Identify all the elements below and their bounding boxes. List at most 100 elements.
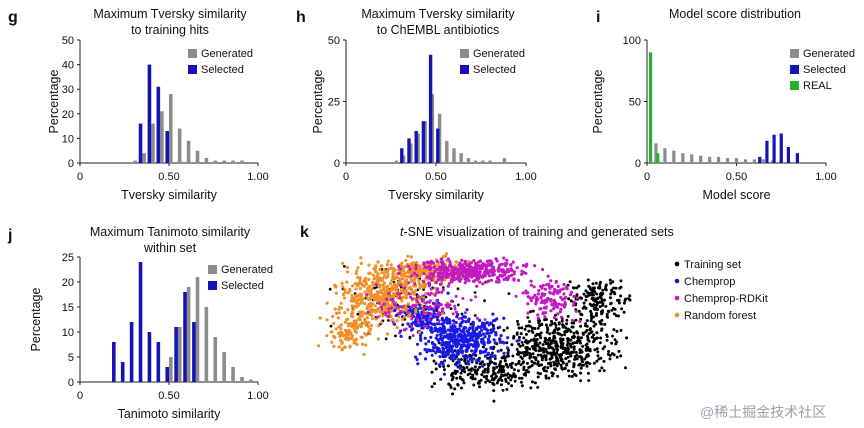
tsne-point [470, 322, 474, 326]
tsne-point [484, 380, 488, 384]
tsne-point [360, 342, 365, 346]
tsne-point [510, 269, 514, 273]
tsne-point [547, 351, 551, 355]
tsne-point [461, 378, 465, 382]
tsne-point [406, 254, 410, 258]
tsne-point [606, 315, 609, 319]
tsne-point [376, 337, 380, 341]
tsne-point [357, 303, 361, 307]
bar-selected-7 [174, 327, 178, 382]
tsne-point [459, 277, 463, 281]
chart-panel-i: i Model score distribution 0 50 100 0 0.50 1.00… [591, 7, 855, 202]
tsne-point [531, 331, 535, 334]
tsne-point [580, 336, 583, 340]
tsne-point [491, 273, 495, 277]
tsne-point [421, 279, 425, 283]
tsne-point [543, 318, 547, 322]
tsne-point [526, 316, 530, 319]
tsne-point [376, 278, 380, 282]
tsne-point [345, 280, 349, 284]
tsne-point [457, 327, 461, 331]
tsne-point [490, 360, 494, 364]
tsne-point [367, 277, 371, 282]
tsne-point [419, 336, 423, 341]
tsne-point [528, 347, 532, 351]
tsne-point [343, 290, 347, 294]
tsne-point [575, 296, 580, 300]
tsne-point [447, 268, 451, 272]
tsne-point [522, 372, 526, 376]
bar-generated-9 [213, 160, 218, 163]
tsne-point [591, 286, 595, 290]
tsne-point [502, 328, 506, 332]
tsne-point [469, 261, 473, 265]
tsne-point [455, 315, 459, 319]
tsne-point [488, 362, 491, 366]
tsne-point [437, 277, 441, 281]
tsne-point [397, 264, 401, 268]
tsne-point [549, 299, 553, 303]
tsne-point [350, 310, 354, 314]
tsne-point [538, 372, 542, 376]
tsne-point [602, 359, 606, 363]
tsne-point [495, 365, 499, 369]
tsne-point [537, 288, 541, 293]
chart-title: within set [143, 241, 197, 255]
tsne-point [547, 346, 551, 350]
x-tick-label: 0 [644, 171, 650, 183]
tsne-point [498, 267, 502, 271]
tsne-point [455, 337, 459, 342]
legend-dot-training [674, 261, 680, 267]
tsne-point [561, 287, 566, 291]
tsne-point [352, 324, 356, 328]
tsne-point [409, 328, 414, 332]
tsne-point [466, 276, 470, 281]
tsne-point [401, 323, 405, 327]
tsne-point [367, 263, 371, 267]
tsne-point [441, 275, 445, 279]
y-tick-label: 0 [68, 377, 74, 389]
tsne-point [532, 361, 536, 365]
tsne-point [358, 276, 362, 280]
chart-panel-h: h Maximum Tversky similarity to ChEMBL ant… [296, 7, 537, 202]
y-tick-label: 25 [62, 252, 74, 264]
tsne-point [437, 327, 442, 331]
legend-swatch-selected [790, 65, 799, 74]
tsne-point [548, 286, 552, 290]
tsne-point [429, 349, 433, 353]
tsne-point [465, 349, 469, 353]
tsne-point [457, 267, 462, 271]
tsne-point [592, 293, 595, 297]
x-tick-label: 0.50 [726, 171, 747, 183]
tsne-point [454, 320, 458, 325]
tsne-point [483, 327, 487, 331]
tsne-point [428, 321, 433, 325]
tsne-point [567, 374, 571, 378]
tsne-point [437, 290, 441, 294]
tsne-point [399, 310, 402, 313]
tsne-point [460, 369, 464, 373]
tsne-point [462, 354, 466, 358]
tsne-point [455, 353, 459, 357]
tsne-point [600, 366, 604, 370]
panel-label-h: h [296, 9, 306, 26]
tsne-point [565, 363, 569, 367]
tsne-point [460, 267, 464, 271]
tsne-point [521, 351, 525, 355]
tsne-point [605, 338, 609, 342]
tsne-point [440, 316, 444, 320]
y-axis-label: Percentage [29, 287, 43, 351]
tsne-point [544, 311, 548, 315]
tsne-point [543, 336, 547, 340]
tsne-point [490, 374, 494, 378]
tsne-point [501, 388, 505, 392]
tsne-point [473, 340, 477, 344]
tsne-point [504, 264, 508, 268]
tsne-point [541, 343, 545, 347]
tsne-point [407, 281, 411, 285]
tsne-point [439, 336, 443, 341]
tsne-point [628, 294, 632, 298]
tsne-point [380, 278, 384, 283]
tsne-point [414, 308, 418, 312]
tsne-point [424, 342, 428, 346]
